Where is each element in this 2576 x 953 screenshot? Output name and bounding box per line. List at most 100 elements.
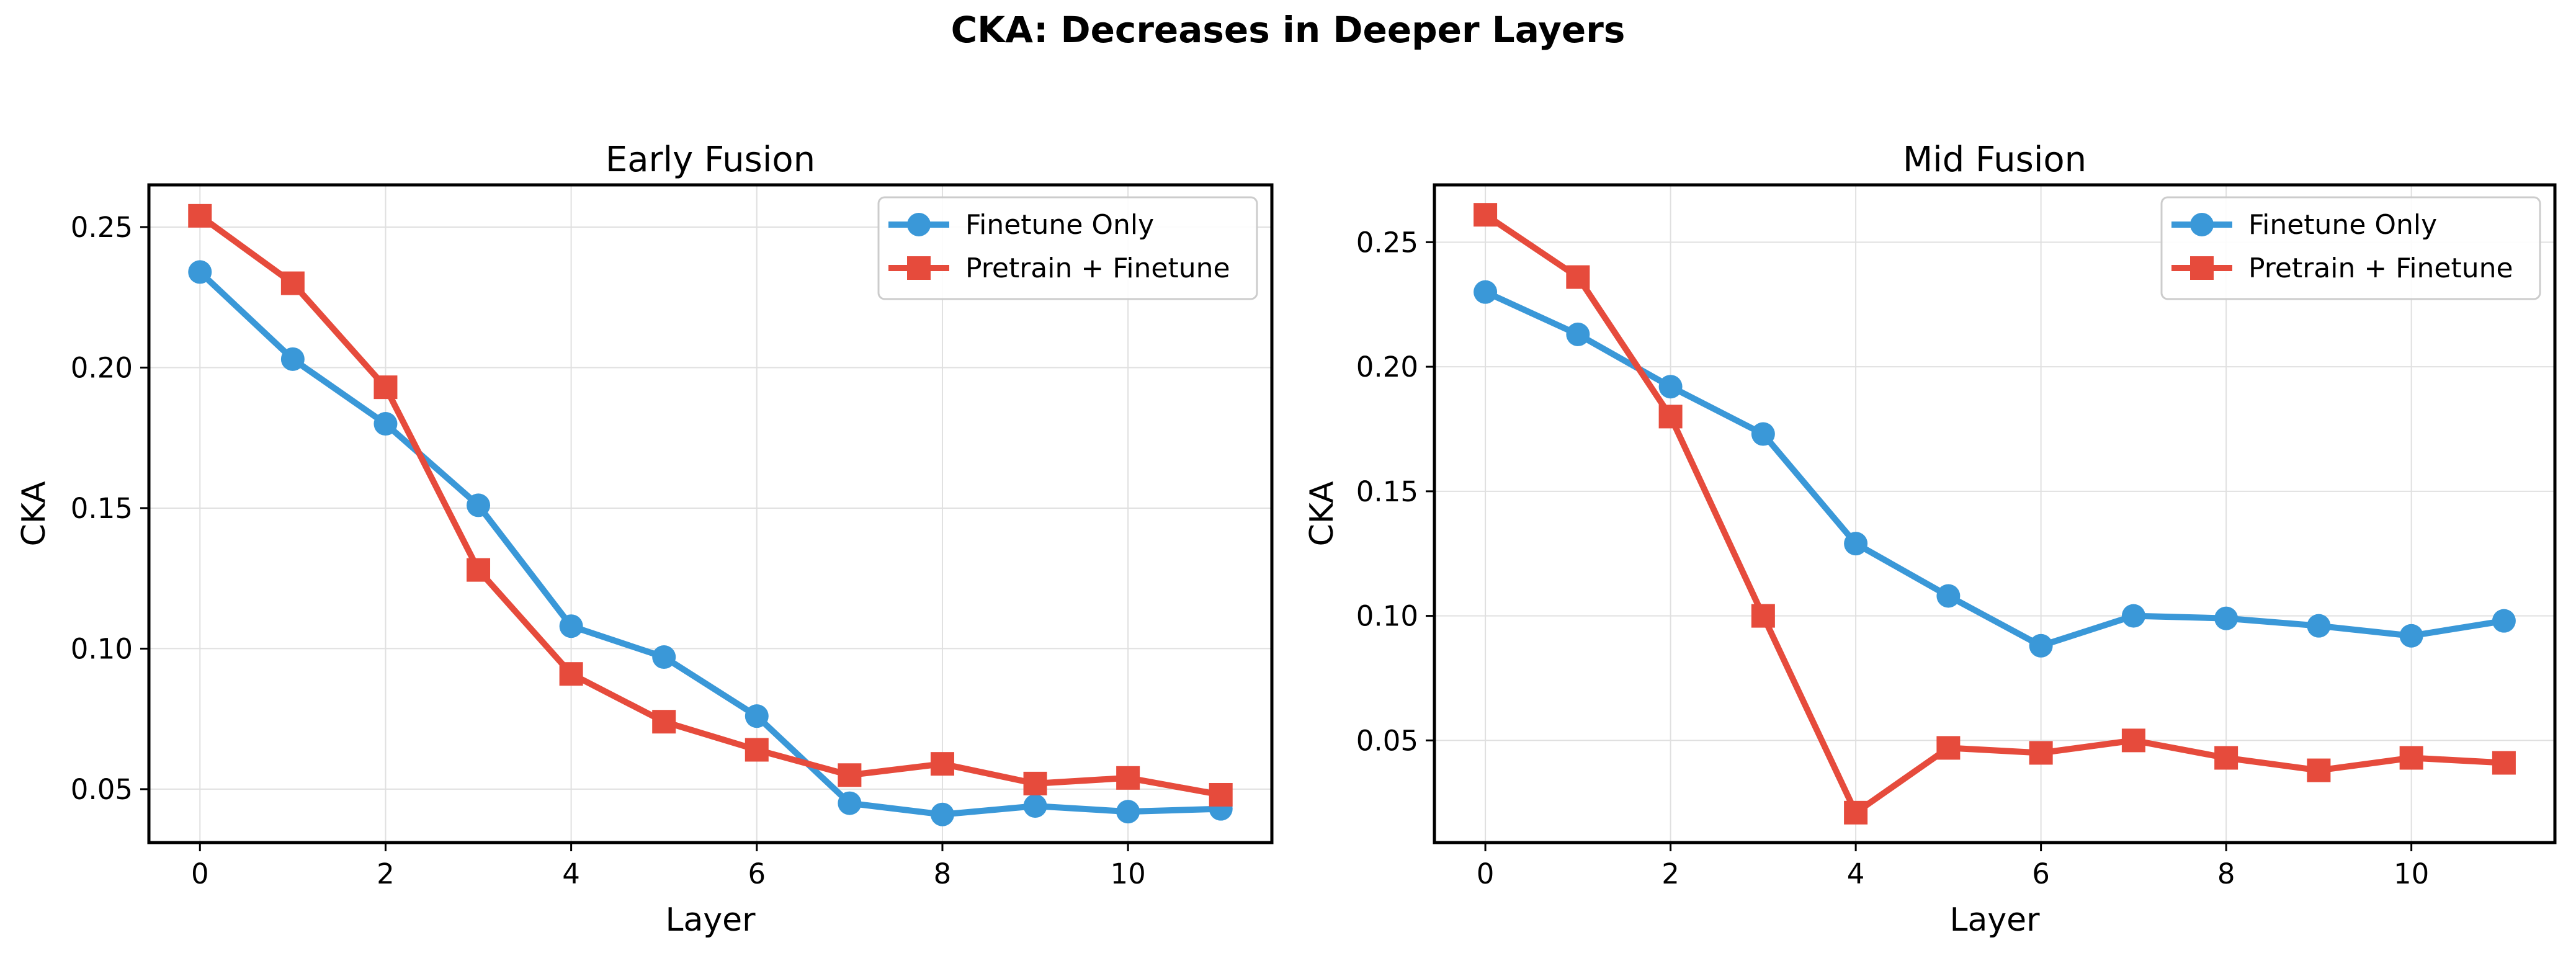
data-point bbox=[2121, 604, 2145, 628]
data-point bbox=[188, 260, 212, 284]
data-point bbox=[745, 738, 769, 762]
data-point bbox=[2121, 728, 2145, 753]
data-point bbox=[559, 614, 583, 638]
data-point bbox=[1844, 532, 1868, 556]
axes-frame bbox=[1433, 183, 2557, 844]
data-point bbox=[2492, 751, 2516, 775]
y-tick-label: 0.20 bbox=[71, 351, 133, 384]
data-point bbox=[373, 375, 398, 400]
data-point bbox=[280, 271, 305, 295]
y-tick-label: 0.10 bbox=[71, 632, 133, 665]
x-tick-label: 4 bbox=[562, 857, 580, 890]
y-axis-label: CKA bbox=[16, 481, 53, 546]
ticks: 0 2 4 6 8 10 0.05 0.10 0.15 0.20 0.25 bbox=[1356, 226, 2429, 890]
data-point bbox=[1209, 782, 1233, 807]
series-finetune-only bbox=[1474, 280, 2516, 658]
legend-marker bbox=[2190, 256, 2214, 280]
y-tick-label: 0.05 bbox=[1356, 724, 1418, 757]
axes-frame bbox=[147, 183, 1274, 844]
legend-label: Pretrain + Finetune bbox=[2248, 253, 2513, 284]
data-point bbox=[467, 493, 491, 517]
figure-title: CKA: Decreases in Deeper Layers bbox=[950, 9, 1626, 51]
data-point bbox=[652, 710, 676, 734]
data-point bbox=[1751, 422, 1775, 446]
data-point bbox=[1023, 771, 1047, 795]
x-tick-label: 6 bbox=[748, 857, 766, 890]
legend: Finetune Only Pretrain + Finetune bbox=[2160, 196, 2541, 300]
data-point bbox=[2029, 741, 2053, 765]
y-tick-label: 0.15 bbox=[1356, 475, 1418, 508]
x-tick-label: 10 bbox=[2394, 857, 2429, 890]
data-point bbox=[2399, 624, 2423, 648]
x-tick-label: 0 bbox=[1477, 857, 1495, 890]
series-pretrain-finetune bbox=[1474, 203, 2516, 825]
data-point bbox=[2399, 746, 2423, 770]
data-point bbox=[1751, 604, 1775, 628]
data-point bbox=[1023, 794, 1047, 818]
data-point bbox=[745, 704, 769, 728]
data-point bbox=[1116, 800, 1140, 824]
data-point bbox=[1566, 322, 1590, 346]
legend-label: Finetune Only bbox=[2248, 209, 2437, 241]
data-point bbox=[1474, 203, 1498, 227]
y-tick-label: 0.05 bbox=[71, 773, 133, 806]
y-tick-label: 0.25 bbox=[71, 211, 133, 244]
data-point bbox=[1566, 265, 1590, 289]
x-tick-label: 8 bbox=[934, 857, 952, 890]
legend-box bbox=[877, 196, 1258, 300]
legend-box bbox=[2160, 196, 2541, 300]
data-point bbox=[1658, 405, 1683, 429]
legend-label: Finetune Only bbox=[965, 209, 1154, 241]
x-tick-label: 10 bbox=[1111, 857, 1146, 890]
x-tick-label: 4 bbox=[1847, 857, 1865, 890]
legend-marker bbox=[2190, 213, 2214, 236]
data-point bbox=[559, 662, 583, 686]
chart-title: Mid Fusion bbox=[1903, 140, 2086, 180]
data-point bbox=[1936, 584, 1961, 608]
data-point bbox=[2307, 758, 2331, 782]
y-tick-label: 0.20 bbox=[1356, 351, 1418, 383]
x-tick-label: 2 bbox=[1661, 857, 1679, 890]
data-point bbox=[1936, 736, 1961, 760]
series-line bbox=[197, 269, 1224, 818]
data-point bbox=[838, 763, 862, 787]
data-point bbox=[373, 412, 398, 436]
series-pretrain-finetune bbox=[188, 204, 1233, 807]
x-tick-label: 8 bbox=[2217, 857, 2235, 890]
data-point bbox=[1474, 280, 1498, 304]
data-point bbox=[930, 802, 954, 826]
data-point bbox=[467, 558, 491, 582]
chart-title: Early Fusion bbox=[606, 140, 815, 180]
x-tick-label: 6 bbox=[2032, 857, 2050, 890]
x-axis-label: Layer bbox=[1950, 902, 2041, 939]
legend-label: Pretrain + Finetune bbox=[965, 253, 1230, 284]
data-point bbox=[2029, 633, 2053, 658]
data-point bbox=[838, 791, 862, 815]
data-point bbox=[2214, 606, 2238, 630]
chart-early-fusion: 0 2 4 6 8 10 0.05 0.10 0.15 0.20 0.25 Early Fusion L… bbox=[16, 140, 1274, 939]
data-point bbox=[652, 645, 676, 669]
data-point bbox=[280, 347, 305, 371]
legend: Finetune Only Pretrain + Finetune bbox=[877, 196, 1258, 300]
y-tick-label: 0.15 bbox=[71, 492, 133, 525]
x-tick-label: 0 bbox=[191, 857, 209, 890]
data-point bbox=[188, 204, 212, 228]
data-point bbox=[2492, 609, 2516, 633]
y-tick-label: 0.10 bbox=[1356, 600, 1418, 633]
series-line bbox=[1482, 289, 2507, 649]
x-axis-label: Layer bbox=[666, 902, 756, 939]
y-axis-label: CKA bbox=[1304, 481, 1341, 546]
chart-mid-fusion: 0 2 4 6 8 10 0.05 0.10 0.15 0.20 0.25 Mid Fusion Lay… bbox=[1304, 140, 2557, 939]
series-line bbox=[1482, 212, 2507, 816]
y-tick-label: 0.25 bbox=[1356, 226, 1418, 259]
legend-marker bbox=[907, 256, 931, 280]
ticks: 0 2 4 6 8 10 0.05 0.10 0.15 0.20 0.25 bbox=[71, 211, 1146, 890]
legend-marker bbox=[907, 213, 931, 236]
data-point bbox=[2307, 614, 2331, 638]
series-line bbox=[197, 212, 1224, 798]
data-point bbox=[930, 752, 954, 776]
x-tick-label: 2 bbox=[377, 857, 395, 890]
data-point bbox=[1658, 375, 1683, 399]
data-point bbox=[2214, 746, 2238, 770]
